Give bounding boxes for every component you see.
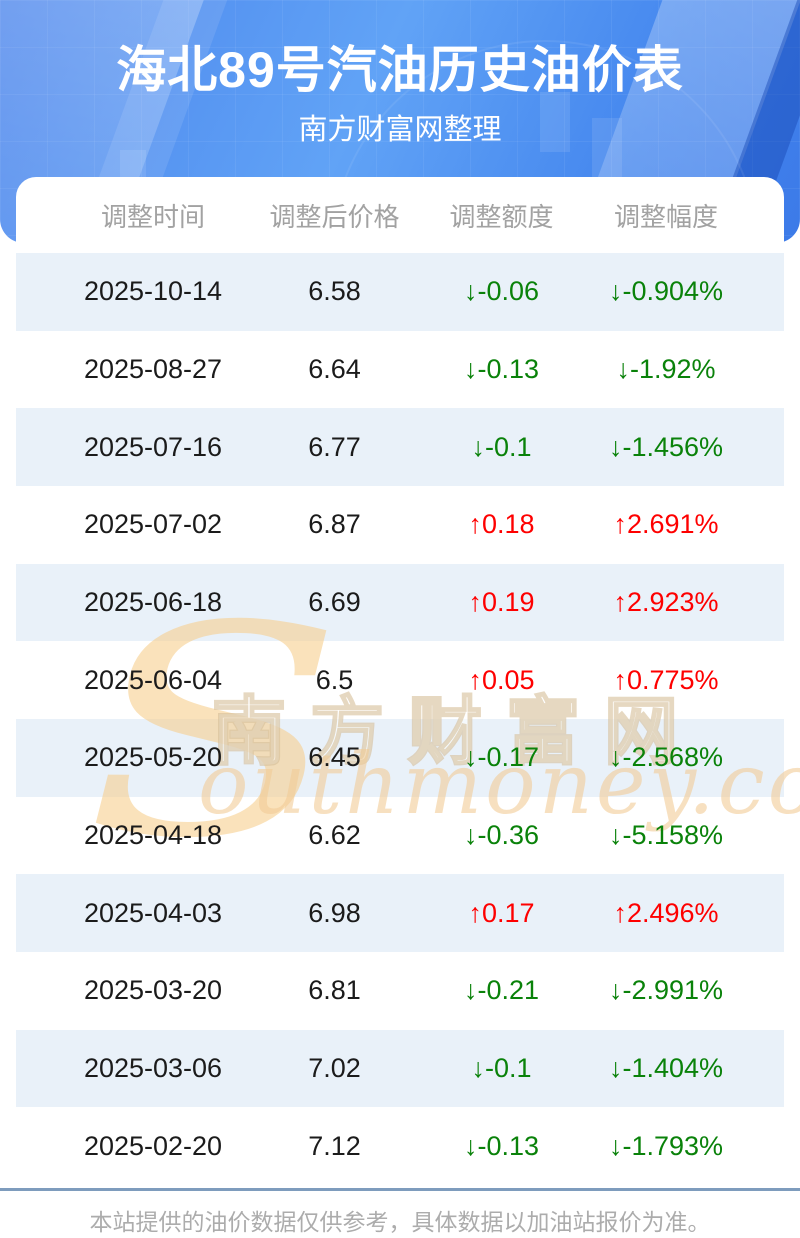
cell-date: 2025-03-06 <box>83 1052 223 1083</box>
cell-change: ↓-0.13 <box>463 353 540 384</box>
cell-price: 6.98 <box>308 897 361 928</box>
cell-change: ↓-0.36 <box>463 819 540 850</box>
table-row: 2025-03-06 7.02 ↓-0.1 ↓-1.404% <box>16 1029 784 1108</box>
table-body: 2025-10-14 6.58 ↓-0.06 ↓-0.904% 2025-08-27 6.… <box>16 253 784 1185</box>
cell-price: 6.77 <box>308 431 361 462</box>
cell-pct: ↓-1.793% <box>608 1130 724 1161</box>
table-row: 2025-02-20 7.12 ↓-0.13 ↓-1.793% <box>16 1107 784 1185</box>
price-table-card: 调整时间 调整后价格 调整额度 调整幅度 2025-10-14 6.58 ↓-0.0… <box>16 177 784 1185</box>
table-row: 2025-04-03 6.98 ↑0.17 ↑2.496% <box>16 874 784 952</box>
cell-change: ↑0.19 <box>468 586 535 617</box>
cell-price: 6.69 <box>308 586 361 617</box>
cell-change: ↓-0.06 <box>463 276 540 307</box>
cell-pct: ↓-2.568% <box>608 742 724 773</box>
cell-date: 2025-07-16 <box>83 431 223 462</box>
cell-price: 7.12 <box>308 1130 361 1161</box>
cell-date: 2025-05-20 <box>83 742 223 773</box>
cell-price: 6.87 <box>308 509 361 540</box>
cell-price: 7.02 <box>308 1052 361 1083</box>
cell-pct: ↓-1.92% <box>616 353 716 384</box>
page-subtitle: 南方财富网整理 <box>298 114 502 146</box>
cell-date: 2025-06-04 <box>83 664 223 695</box>
cell-date: 2025-04-03 <box>83 897 223 928</box>
cell-change: ↓-0.13 <box>463 1130 540 1161</box>
cell-price: 6.45 <box>308 742 361 773</box>
cell-date: 2025-10-14 <box>83 276 223 307</box>
cell-date: 2025-06-18 <box>83 586 223 617</box>
table-row: 2025-07-02 6.87 ↑0.18 ↑2.691% <box>16 486 784 564</box>
cell-pct: ↑0.775% <box>613 664 719 695</box>
cell-date: 2025-07-02 <box>83 509 223 540</box>
cell-pct: ↑2.691% <box>613 509 719 540</box>
table-header-row: 调整时间 调整后价格 调整额度 调整幅度 <box>16 177 784 253</box>
cell-change: ↓-0.21 <box>463 975 540 1006</box>
cell-change: ↓-0.1 <box>471 431 532 462</box>
cell-date: 2025-04-18 <box>83 819 223 850</box>
cell-date: 2025-02-20 <box>83 1130 223 1161</box>
cell-pct: ↓-0.904% <box>608 276 724 307</box>
cell-price: 6.64 <box>308 353 361 384</box>
cell-price: 6.81 <box>308 975 361 1006</box>
cell-price: 6.58 <box>308 276 361 307</box>
table-row: 2025-05-20 6.45 ↓-0.17 ↓-2.568% <box>16 718 784 797</box>
cell-pct: ↑2.923% <box>613 586 719 617</box>
cell-change: ↑0.17 <box>468 897 535 928</box>
column-header-date: 调整时间 <box>100 201 205 232</box>
cell-date: 2025-03-20 <box>83 975 223 1006</box>
cell-change: ↑0.05 <box>468 664 535 695</box>
table-row: 2025-06-18 6.69 ↑0.19 ↑2.923% <box>16 563 784 642</box>
cell-pct: ↓-1.456% <box>608 431 724 462</box>
cell-pct: ↓-1.404% <box>608 1052 724 1083</box>
cell-date: 2025-08-27 <box>83 353 223 384</box>
cell-price: 6.62 <box>308 819 361 850</box>
page-title: 海北89号汽油历史油价表 <box>116 42 684 98</box>
table-row: 2025-10-14 6.58 ↓-0.06 ↓-0.904% <box>16 253 784 331</box>
disclaimer-text: 本站提供的油价数据仅供参考，具体数据以加油站报价为准。 <box>89 1209 711 1235</box>
column-header-percent: 调整幅度 <box>613 201 718 232</box>
cell-change: ↓-0.17 <box>463 742 540 773</box>
table-row: 2025-07-16 6.77 ↓-0.1 ↓-1.456% <box>16 408 784 486</box>
table-row: 2025-04-18 6.62 ↓-0.36 ↓-5.158% <box>16 797 784 875</box>
cell-pct: ↑2.496% <box>613 897 719 928</box>
column-header-price: 调整后价格 <box>269 201 400 232</box>
cell-pct: ↓-2.991% <box>608 975 724 1006</box>
cell-change: ↓-0.1 <box>471 1052 532 1083</box>
footer: 本站提供的油价数据仅供参考，具体数据以加油站报价为准。 <box>0 1188 800 1238</box>
cell-change: ↑0.18 <box>468 509 535 540</box>
table-row: 2025-06-04 6.5 ↑0.05 ↑0.775% <box>16 641 784 719</box>
cell-pct: ↓-5.158% <box>608 819 724 850</box>
table-row: 2025-03-20 6.81 ↓-0.21 ↓-2.991% <box>16 952 784 1030</box>
table-row: 2025-08-27 6.64 ↓-0.13 ↓-1.92% <box>16 331 784 409</box>
column-header-change: 调整额度 <box>449 201 554 232</box>
cell-price: 6.5 <box>315 664 354 695</box>
